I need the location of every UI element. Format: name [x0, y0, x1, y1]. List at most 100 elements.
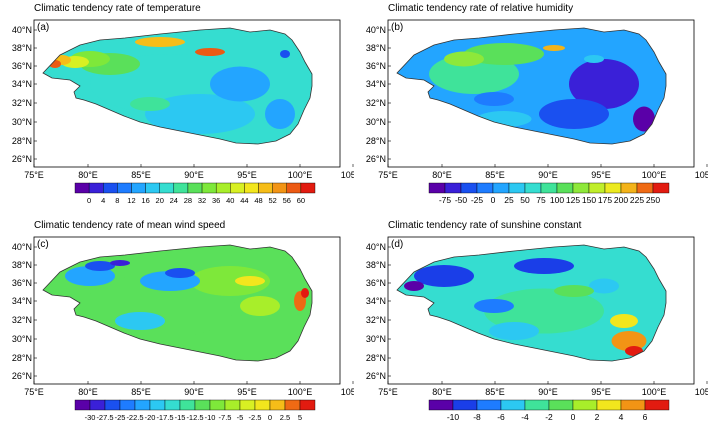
contour-region	[130, 97, 170, 111]
lat-tick-label: 28°N	[12, 353, 32, 363]
colorbar-swatch	[652, 182, 670, 194]
colorbar-swatch	[145, 182, 160, 194]
lat-tick-label: 40°N	[366, 242, 386, 252]
colorbar-swatch	[209, 399, 226, 411]
contour-region	[301, 288, 309, 298]
colorbar-tick-label: 4	[101, 196, 105, 205]
lon-tick-label: 75°E	[378, 170, 398, 180]
panel-label: (a)	[37, 22, 49, 33]
colorbar-tick-label: 125	[566, 195, 580, 205]
colorbar-tick-label: -5	[237, 413, 244, 422]
lat-tick-label: 30°N	[12, 117, 32, 127]
lat-tick-label: 38°N	[12, 260, 32, 270]
lat-tick-label: 28°N	[366, 353, 386, 363]
colorbar-swatch	[604, 182, 622, 194]
contour-region	[610, 314, 638, 328]
lon-tick-label: 80°E	[78, 170, 98, 180]
colorbar-swatch	[620, 182, 638, 194]
panel-title: Climatic tendency rate of temperature	[34, 3, 201, 14]
colorbar-swatch	[500, 399, 526, 411]
contour-region	[165, 268, 195, 278]
colorbar-tick-label: -10	[447, 412, 460, 422]
lon-tick-label: 85°E	[131, 387, 151, 397]
colorbar-tick-label: -50	[455, 195, 468, 205]
contour-region	[210, 66, 270, 102]
lat-tick-label: 38°N	[366, 260, 386, 270]
colorbar-swatch	[159, 182, 175, 194]
lat-tick-label: 30°N	[12, 334, 32, 344]
colorbar-tick-label: 0	[87, 196, 91, 205]
lat-tick-label: 40°N	[12, 25, 32, 35]
panel-title: Climatic tendency rate of sunshine const…	[388, 220, 582, 231]
lat-tick-label: 28°N	[366, 136, 386, 146]
data-field	[397, 245, 666, 361]
lon-tick-label: 90°E	[184, 387, 204, 397]
contour-region	[554, 285, 594, 297]
lat-tick-label: 34°N	[12, 296, 32, 306]
colorbar-swatch	[258, 182, 273, 194]
lat-tick-label: 36°N	[12, 278, 32, 288]
colorbar-tick-label: -7.5	[219, 413, 232, 422]
lon-tick-label: 95°E	[237, 170, 257, 180]
contour-region	[235, 276, 265, 286]
colorbar-swatch	[194, 399, 211, 411]
contour-region	[589, 278, 619, 294]
contour-region	[474, 92, 514, 106]
plateau-outline	[396, 244, 667, 362]
plateau-outline	[42, 244, 313, 362]
lat-tick-label: 34°N	[366, 79, 386, 89]
colorbar-swatch	[548, 399, 574, 411]
colorbar-tick-label: -20	[145, 413, 156, 422]
lon-tick-label: 75°E	[378, 387, 398, 397]
lon-tick-label: 100°E	[642, 170, 667, 180]
colorbar-tick-label: 25	[504, 195, 514, 205]
panel-title: Climatic tendency rate of mean wind spee…	[34, 220, 226, 231]
lon-tick-label: 80°E	[432, 170, 452, 180]
colorbar-tick-label: -8	[473, 412, 481, 422]
lat-tick-label: 26°N	[366, 371, 386, 381]
colorbar-swatch	[134, 399, 151, 411]
colorbar-swatch	[644, 399, 670, 411]
colorbar-swatch	[588, 182, 606, 194]
contour-region	[195, 48, 225, 56]
lat-tick-label: 26°N	[12, 154, 32, 164]
contour-region	[85, 261, 115, 271]
contour-region	[489, 322, 539, 340]
lat-tick-label: 30°N	[366, 117, 386, 127]
colorbar-swatch	[230, 182, 245, 194]
colorbar-tick-label: -17.5	[156, 413, 173, 422]
colorbar-tick-label: 48	[254, 196, 262, 205]
colorbar-tick-label: 4	[619, 412, 624, 422]
colorbar-swatch	[524, 399, 550, 411]
contour-region	[110, 260, 130, 266]
lon-tick-label: 100°E	[642, 387, 667, 397]
colorbar-tick-label: 44	[240, 196, 248, 205]
lon-tick-label: 90°E	[538, 387, 558, 397]
contour-region	[414, 265, 474, 287]
colorbar-swatch	[508, 182, 526, 194]
colorbar-tick-label: 28	[184, 196, 192, 205]
colorbar-swatch	[596, 399, 622, 411]
colorbar-tick-label: -22.5	[126, 413, 143, 422]
lon-tick-label: 90°E	[184, 170, 204, 180]
contour-region	[65, 266, 115, 286]
colorbar-swatch	[149, 399, 166, 411]
lat-tick-label: 30°N	[366, 334, 386, 344]
colorbar-swatch	[244, 182, 259, 194]
colorbar-tick-label: 5	[298, 413, 302, 422]
lat-tick-label: 28°N	[12, 136, 32, 146]
contour-region	[543, 45, 565, 51]
colorbar-swatch	[272, 182, 287, 194]
lat-tick-label: 40°N	[12, 242, 32, 252]
colorbar-swatch	[492, 182, 510, 194]
colorbar-swatch	[104, 399, 121, 411]
colorbar-tick-label: 40	[226, 196, 234, 205]
lat-tick-label: 36°N	[12, 61, 32, 71]
contour-region	[135, 37, 185, 47]
contour-region	[514, 258, 574, 274]
colorbar-swatch	[299, 399, 316, 411]
colorbar-tick-label: -75	[439, 195, 452, 205]
lon-tick-label: 105°E	[341, 170, 354, 180]
colorbar-swatch	[74, 182, 90, 194]
colorbar-tick-label: 200	[614, 195, 628, 205]
